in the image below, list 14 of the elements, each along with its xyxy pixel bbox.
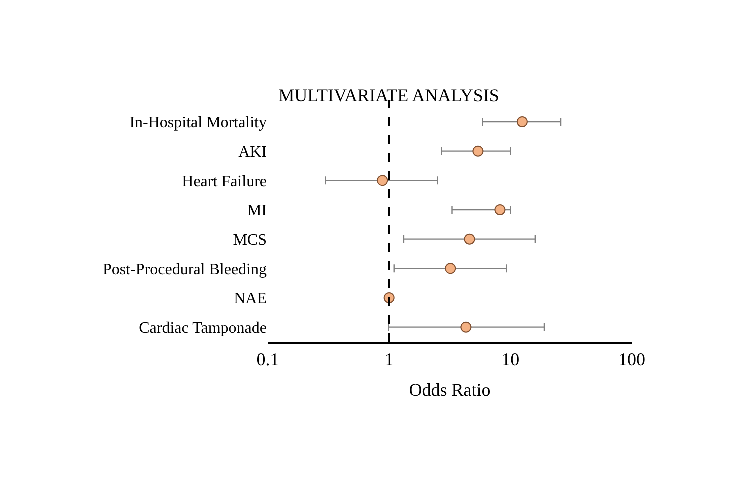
x-tick-label: 10 [502, 350, 520, 370]
x-tick-label: 1 [384, 350, 394, 370]
x-tick-label: 0.1 [256, 350, 280, 370]
x-tick-label: 100 [618, 350, 646, 370]
x-axis-title: Odds Ratio [409, 380, 491, 400]
y-tick-label: Post-Procedural Bleeding [103, 261, 267, 278]
y-tick-label: NAE [234, 290, 267, 308]
y-tick-label: AKI [238, 144, 267, 161]
y-tick-label: MI [247, 202, 267, 220]
y-tick-label: In-Hospital Mortality [130, 114, 267, 132]
chart-title: MULTIVARIATE ANALYSIS [278, 85, 500, 106]
y-tick-label: Cardiac Tamponade [139, 320, 267, 337]
y-tick-label: MCS [233, 232, 267, 249]
y-tick-label: Heart Failure [182, 173, 267, 190]
